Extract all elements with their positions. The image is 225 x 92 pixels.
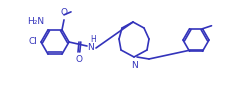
Text: O: O bbox=[61, 8, 68, 17]
Text: H: H bbox=[90, 35, 96, 44]
Text: H₂N: H₂N bbox=[27, 17, 44, 26]
Text: N: N bbox=[131, 61, 137, 70]
Text: O: O bbox=[76, 55, 83, 64]
Text: Cl: Cl bbox=[28, 38, 37, 46]
Text: N: N bbox=[88, 43, 94, 52]
